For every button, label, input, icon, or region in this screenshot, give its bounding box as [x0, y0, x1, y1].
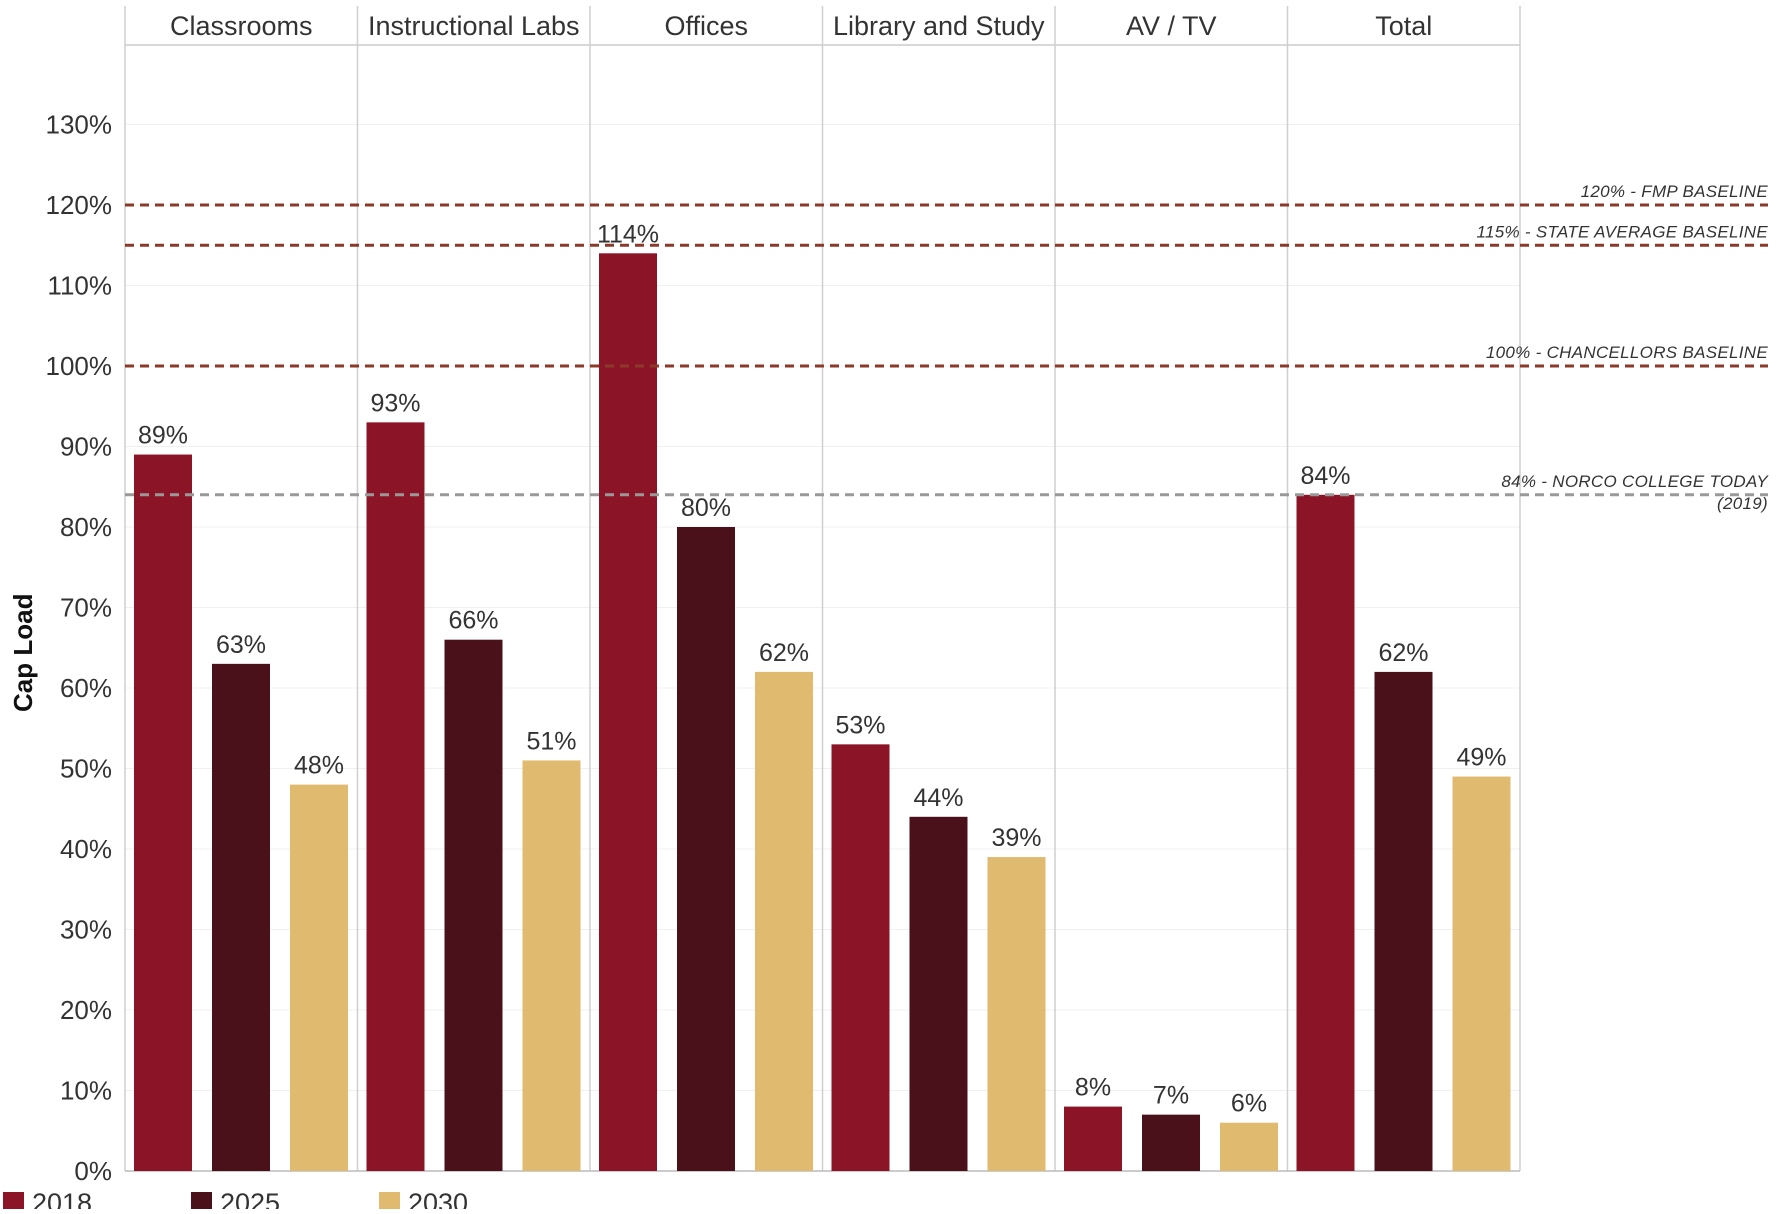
data-label: 114% — [597, 220, 659, 248]
reference-line-label: 115% - STATE AVERAGE BASELINE — [1476, 222, 1768, 241]
y-tick-label: 40% — [60, 834, 112, 864]
data-label: 44% — [913, 784, 963, 812]
y-tick-label: 120% — [46, 190, 113, 220]
y-tick-label: 80% — [60, 512, 112, 542]
category-label-4: AV / TV — [1126, 11, 1217, 41]
data-label: 48% — [294, 752, 344, 780]
bar-2030-4 — [1220, 1122, 1278, 1171]
y-tick-label: 10% — [60, 1076, 112, 1106]
legend-label: 2018 — [32, 1188, 92, 1209]
data-label: 62% — [1378, 639, 1428, 667]
category-label-0: Classrooms — [170, 11, 313, 41]
data-label: 8% — [1075, 1074, 1111, 1102]
legend-swatch-2030 — [379, 1192, 400, 1213]
y-axis-title: Cap Load — [8, 594, 38, 712]
bar-2018-1 — [366, 422, 425, 1172]
y-tick-label: 70% — [60, 593, 112, 623]
bar-2025-2 — [677, 527, 735, 1171]
data-label: 63% — [216, 631, 266, 659]
bar-2030-2 — [755, 671, 813, 1171]
data-label: 49% — [1456, 744, 1506, 772]
category-label-5: Total — [1375, 11, 1432, 41]
data-label: 89% — [138, 422, 188, 450]
bar-2030-0 — [290, 784, 348, 1171]
bar-2025-4 — [1142, 1114, 1200, 1171]
bar-2018-4 — [1064, 1106, 1122, 1171]
y-tick-label: 30% — [60, 915, 112, 945]
data-label: 66% — [448, 607, 498, 635]
data-label: 39% — [991, 824, 1041, 852]
reference-line-label: 120% - FMP BASELINE — [1581, 182, 1769, 201]
data-label: 62% — [759, 639, 809, 667]
reference-line-label-line2: (2019) — [1717, 494, 1768, 513]
reference-line-label: 100% - CHANCELLORS BASELINE — [1486, 343, 1768, 362]
y-tick-label: 90% — [60, 432, 112, 462]
bar-2025-1 — [444, 639, 503, 1171]
bar-2018-3 — [831, 744, 890, 1171]
category-label-2: Offices — [664, 11, 748, 41]
data-label: 80% — [681, 494, 731, 522]
bar-2025-3 — [909, 816, 968, 1171]
bar-2018-0 — [134, 454, 192, 1171]
data-label: 51% — [526, 727, 576, 755]
y-tick-label: 60% — [60, 673, 112, 703]
category-label-3: Library and Study — [833, 11, 1045, 41]
bar-2025-5 — [1374, 671, 1433, 1171]
legend-swatch-2018 — [3, 1192, 24, 1213]
legend-label: 2025 — [220, 1188, 280, 1209]
y-tick-label: 110% — [47, 271, 112, 301]
category-label-1: Instructional Labs — [368, 11, 580, 41]
data-label: 93% — [370, 389, 420, 417]
y-tick-label: 100% — [46, 351, 113, 381]
bar-2018-2 — [599, 253, 657, 1172]
bar-2030-5 — [1452, 776, 1511, 1171]
data-label: 6% — [1231, 1090, 1267, 1118]
reference-line-label: 84% - NORCO COLLEGE TODAY — [1501, 472, 1769, 491]
legend-swatch-2025 — [191, 1192, 212, 1213]
y-tick-label: 0% — [74, 1156, 112, 1186]
y-tick-label: 130% — [46, 110, 113, 140]
data-label: 53% — [835, 711, 885, 739]
y-tick-label: 20% — [60, 995, 112, 1025]
data-label: 84% — [1300, 462, 1350, 490]
bar-2018-5 — [1296, 494, 1355, 1171]
y-tick-label: 50% — [60, 754, 112, 784]
bar-2030-3 — [987, 857, 1046, 1171]
legend-label: 2030 — [408, 1188, 468, 1209]
bar-2030-1 — [522, 760, 581, 1171]
data-label: 7% — [1153, 1082, 1189, 1110]
bar-2025-0 — [212, 663, 270, 1171]
